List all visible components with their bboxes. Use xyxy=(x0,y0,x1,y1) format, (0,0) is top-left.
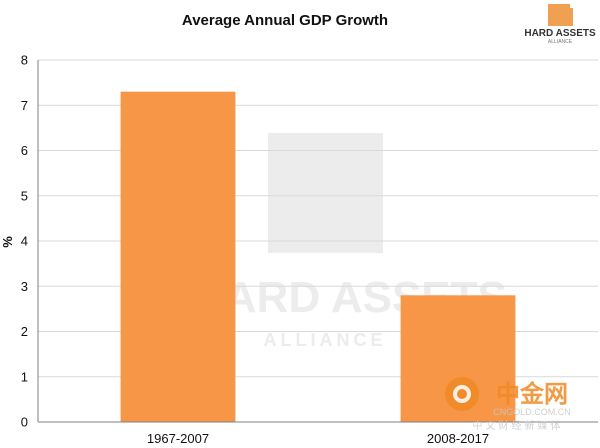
watermark-logo-block xyxy=(268,133,383,253)
y-tick-label: 7 xyxy=(21,98,28,113)
y-tick-label: 5 xyxy=(21,188,28,203)
cngold-brand: 中金网 xyxy=(496,380,568,408)
y-tick-label: 3 xyxy=(21,279,28,294)
x-tick-label: 2008-2017 xyxy=(427,431,489,446)
logo-subtext: ALLIANCE xyxy=(548,39,573,45)
y-tick-label: 0 xyxy=(21,415,28,430)
logo-mark-icon xyxy=(548,4,573,26)
y-tick-label: 4 xyxy=(21,234,28,249)
cngold-logo-dot-icon xyxy=(457,389,467,399)
y-tick-label: 8 xyxy=(21,53,28,68)
y-tick-labels: 0 1 2 3 4 5 6 7 8 xyxy=(21,53,28,430)
cngold-tagline: 中文财经新媒体 xyxy=(473,419,564,432)
cngold-url: CNGOLD.COM.CN xyxy=(493,407,571,417)
y-axis-label: % xyxy=(0,236,15,248)
x-tick-label: 1967-2007 xyxy=(147,431,209,446)
chart-title: Average Annual GDP Growth xyxy=(182,12,388,29)
y-tick-label: 1 xyxy=(21,369,28,384)
y-tick-label: 2 xyxy=(21,324,28,339)
cngold-watermark: 中金网 CNGOLD.COM.CN 中文财经新媒体 xyxy=(445,377,571,432)
logo-text: HARD ASSETS xyxy=(524,28,596,39)
y-tick-label: 6 xyxy=(21,143,28,158)
bar-1967-2007 xyxy=(120,91,236,423)
hard-assets-logo: HARD ASSETS ALLIANCE xyxy=(524,4,596,45)
bars xyxy=(120,91,516,423)
watermark-sub-text: ALLIANCE xyxy=(264,330,387,350)
x-tick-labels: 1967-2007 2008-2017 xyxy=(147,431,489,446)
